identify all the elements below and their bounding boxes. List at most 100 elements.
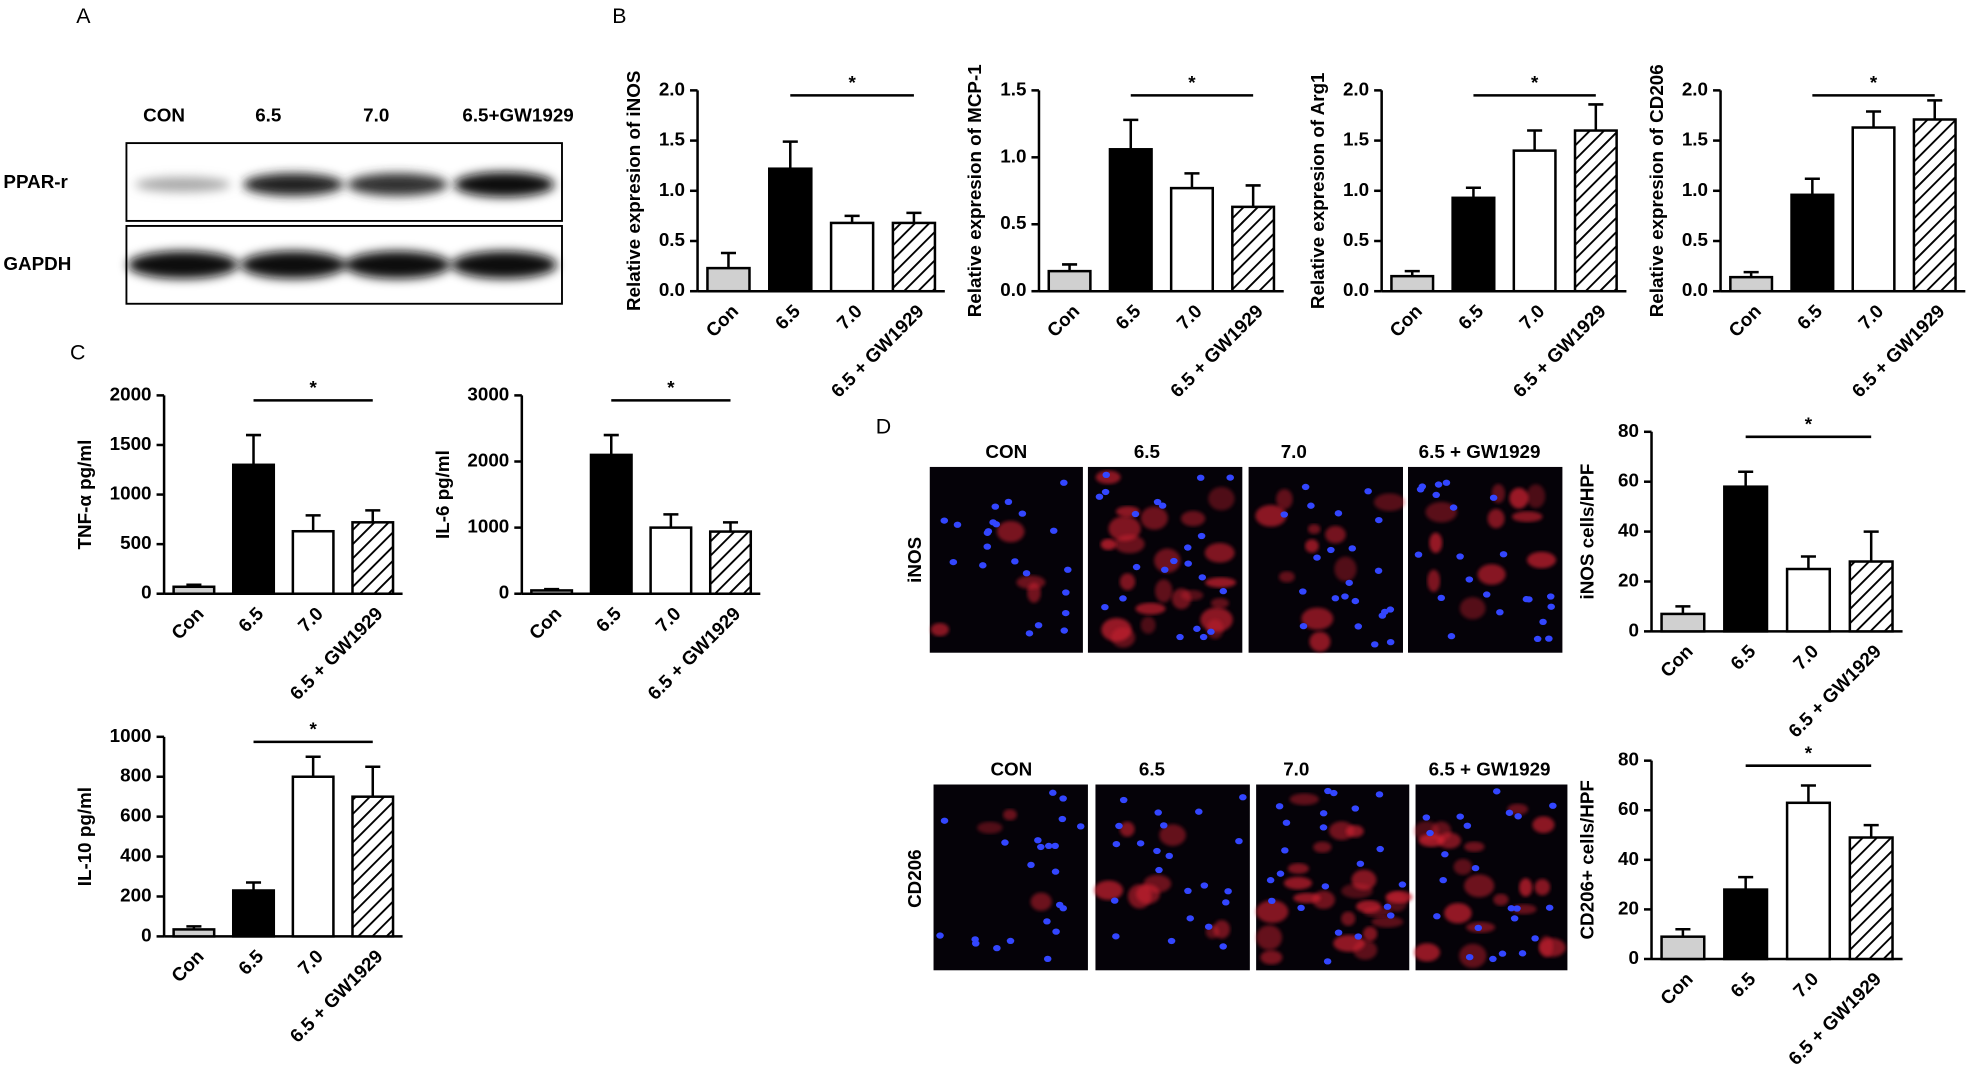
charts: 0.0 0.5 1.0 1.5 2.0 Relative expresion of iNO…: [74, 64, 1966, 1069]
nucleus: [1276, 870, 1285, 877]
error-bar: [1927, 99, 1943, 120]
bar: [1169, 186, 1215, 293]
bar: [351, 521, 395, 595]
nucleus: [1239, 794, 1247, 801]
lane-label: 6.5: [1134, 441, 1160, 462]
nucleus: [983, 529, 992, 536]
error-bar: [1863, 823, 1879, 838]
nucleus: [1426, 829, 1434, 837]
nucleus: [1386, 606, 1395, 613]
nucleus: [1482, 591, 1491, 598]
nucleus: [1492, 788, 1501, 795]
error-bar: [906, 211, 922, 223]
nucleus: [979, 562, 987, 569]
y-tick-label: 800: [120, 765, 151, 786]
cell-stain: [996, 520, 1025, 543]
nucleus: [1334, 510, 1343, 517]
y-tick-label: 1.5: [1343, 129, 1369, 150]
nucleus: [1034, 622, 1043, 629]
nucleus: [949, 558, 958, 566]
y-tick-label: 1.5: [659, 129, 685, 150]
cell-stain: [1108, 516, 1141, 542]
nucleus: [1268, 897, 1276, 904]
nucleus: [1437, 594, 1446, 602]
cell-stain: [1427, 569, 1441, 592]
nucleus: [1167, 937, 1176, 945]
y-tick-label: 400: [120, 845, 151, 866]
nucleus: [1025, 630, 1034, 637]
y-tick-label: 0.5: [1000, 212, 1026, 233]
significance-label: *: [848, 72, 856, 93]
error-bar: [782, 140, 798, 169]
nucleus: [936, 932, 944, 939]
nucleus: [1101, 488, 1110, 496]
cell-stain: [1278, 571, 1295, 583]
x-tick-label: 7.0: [294, 603, 327, 636]
cell-stain: [1287, 863, 1309, 874]
row-label: GAPDH: [3, 253, 71, 274]
y-tick-label: 20: [1618, 897, 1639, 918]
y-tick-label: 0.5: [1682, 229, 1708, 250]
cell-stain: [1464, 841, 1485, 852]
nucleus: [983, 543, 992, 550]
micrograph: [1408, 466, 1563, 653]
nucleus: [1319, 824, 1328, 831]
nucleus: [1447, 633, 1456, 640]
bar-chart: 0.0 0.5 1.0 1.5 2.0 Relative expresion of CD2…: [1646, 64, 1966, 401]
nucleus: [1022, 570, 1031, 577]
nucleus: [1051, 868, 1060, 875]
error-bar: [1866, 110, 1882, 128]
immunofluorescence: CON 6.5 7.0 6.5 + GW1929 CON 6.5 7.0 6.5…: [904, 441, 1551, 908]
nucleus: [1456, 553, 1464, 560]
nucleus: [989, 519, 997, 526]
cell-stain: [1030, 892, 1052, 911]
error-bar: [245, 433, 262, 465]
cell-stain: [930, 622, 949, 637]
nucleus: [1165, 852, 1174, 860]
y-tick-label: 80: [1618, 420, 1639, 441]
cell-stain: [1155, 579, 1173, 603]
nucleus: [1489, 494, 1498, 501]
significance-label: *: [1531, 72, 1539, 93]
nucleus: [1546, 593, 1555, 600]
nucleus: [1004, 498, 1013, 506]
x-tick-label: 6.5: [234, 603, 267, 636]
marker-label: iNOS: [904, 537, 925, 583]
nucleus: [1351, 597, 1360, 605]
nucleus: [1049, 527, 1058, 534]
nucleus: [1456, 813, 1464, 820]
bar: [706, 266, 751, 293]
nucleus: [1183, 544, 1192, 551]
y-tick-label: 0: [141, 924, 151, 945]
error-bar: [1184, 172, 1200, 189]
error-bar: [1588, 103, 1604, 131]
nucleus: [1463, 822, 1472, 829]
error-bar: [1062, 263, 1078, 272]
nucleus: [971, 940, 980, 947]
nucleus: [1153, 498, 1162, 506]
bar: [1848, 560, 1894, 633]
x-tick-label: 6.5: [1726, 640, 1759, 673]
cell-stain: [1341, 911, 1356, 926]
y-tick-label: 60: [1618, 470, 1639, 491]
nucleus: [1489, 955, 1497, 963]
nucleus: [1299, 622, 1308, 630]
y-axis-label: Relative expresion of MCP-1: [964, 64, 985, 317]
nucleus: [1354, 623, 1363, 630]
nucleus: [1334, 929, 1343, 936]
nucleus: [1301, 483, 1310, 491]
nucleus: [1058, 815, 1067, 823]
error-bar: [365, 509, 381, 523]
y-tick-label: 0.0: [1343, 279, 1369, 300]
lane-label: 6.5 + GW1929: [1419, 441, 1541, 462]
cell-stain: [1414, 943, 1441, 962]
nucleus: [1299, 588, 1307, 595]
micrographs: [929, 466, 1568, 971]
x-tick-label: Con: [525, 603, 566, 644]
x-tick-label: 7.0: [1172, 300, 1205, 333]
nucleus: [1176, 633, 1184, 641]
x-tick-label: Con: [167, 603, 208, 644]
nucleus: [1414, 551, 1423, 558]
